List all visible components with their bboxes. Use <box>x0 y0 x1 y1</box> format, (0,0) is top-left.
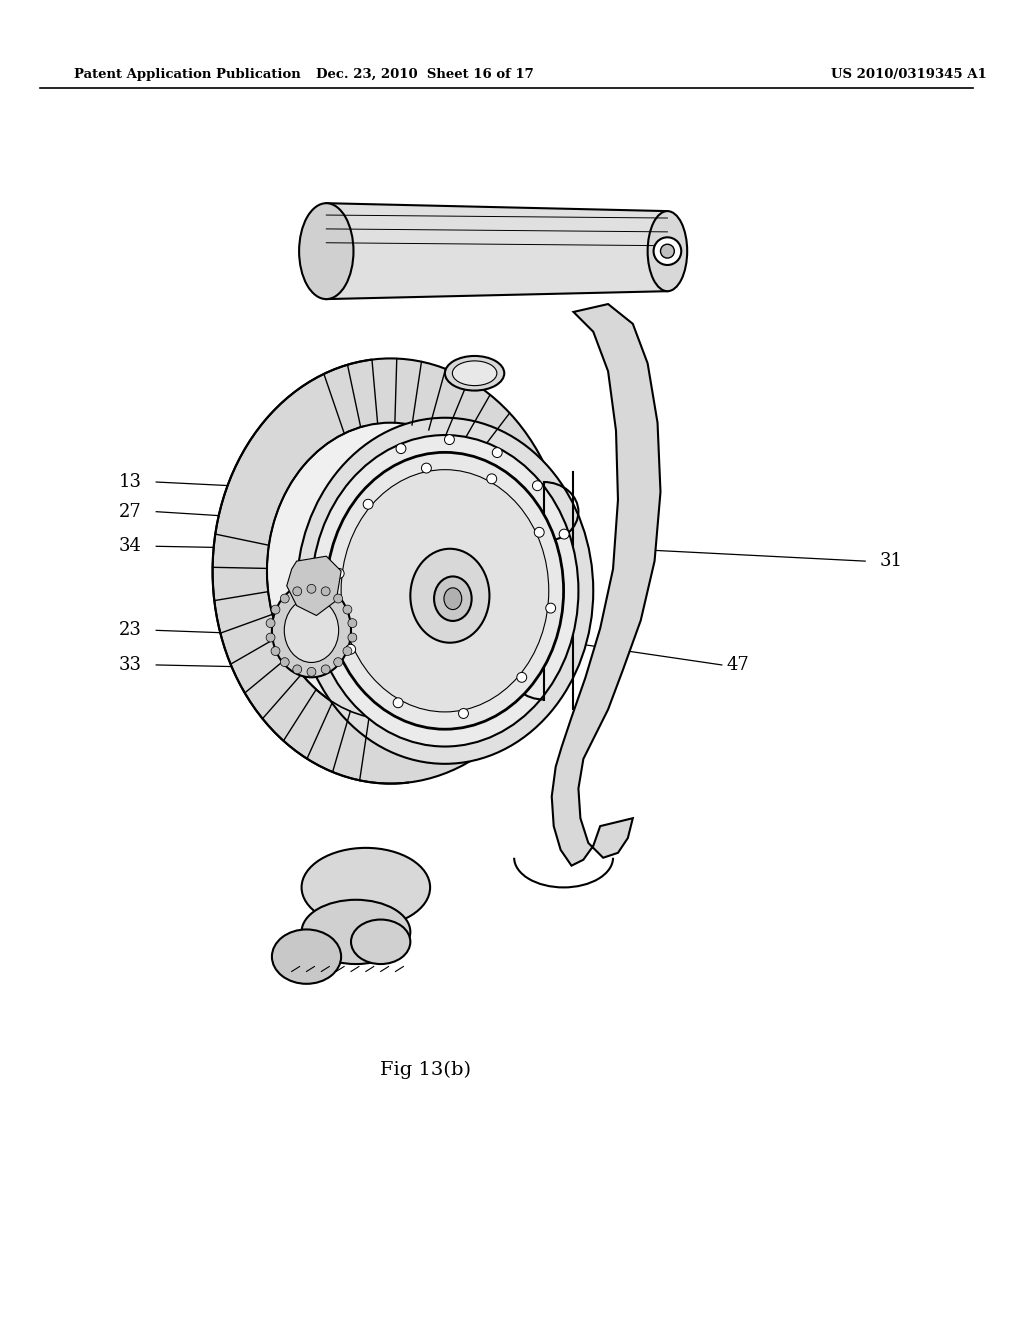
Text: 23: 23 <box>119 622 141 639</box>
Text: 27: 27 <box>119 503 141 520</box>
Circle shape <box>535 528 544 537</box>
Circle shape <box>546 603 556 612</box>
Circle shape <box>660 244 675 259</box>
Ellipse shape <box>453 360 497 385</box>
Ellipse shape <box>213 359 568 784</box>
Circle shape <box>559 529 569 539</box>
Circle shape <box>653 238 681 265</box>
Circle shape <box>334 657 343 667</box>
Circle shape <box>346 644 355 655</box>
Ellipse shape <box>647 211 687 292</box>
Ellipse shape <box>411 549 489 643</box>
Circle shape <box>444 434 455 445</box>
Circle shape <box>293 665 302 673</box>
Polygon shape <box>287 556 341 615</box>
Ellipse shape <box>297 417 593 764</box>
Circle shape <box>322 587 330 595</box>
Circle shape <box>459 709 468 718</box>
Circle shape <box>486 474 497 483</box>
Circle shape <box>307 668 316 676</box>
Ellipse shape <box>311 436 579 747</box>
Ellipse shape <box>445 356 504 391</box>
Ellipse shape <box>302 847 430 927</box>
Ellipse shape <box>267 422 514 719</box>
Circle shape <box>532 480 543 491</box>
Circle shape <box>343 605 352 614</box>
Ellipse shape <box>272 929 341 983</box>
Ellipse shape <box>434 577 472 620</box>
Circle shape <box>364 499 373 510</box>
Text: Fig 13(b): Fig 13(b) <box>380 1061 471 1080</box>
Circle shape <box>334 569 344 578</box>
Circle shape <box>281 594 289 603</box>
Circle shape <box>348 619 356 627</box>
Circle shape <box>271 647 280 656</box>
Text: 34: 34 <box>119 537 141 556</box>
Circle shape <box>396 444 406 454</box>
Text: US 2010/0319345 A1: US 2010/0319345 A1 <box>830 69 986 81</box>
Text: 33: 33 <box>119 656 141 675</box>
Circle shape <box>271 605 280 614</box>
Text: Dec. 23, 2010  Sheet 16 of 17: Dec. 23, 2010 Sheet 16 of 17 <box>316 69 535 81</box>
Circle shape <box>334 594 343 603</box>
Text: 47: 47 <box>727 656 750 675</box>
Circle shape <box>422 463 431 473</box>
Circle shape <box>281 657 289 667</box>
Polygon shape <box>552 304 660 866</box>
Ellipse shape <box>299 203 353 300</box>
Circle shape <box>343 647 352 656</box>
Text: 31: 31 <box>880 552 903 570</box>
Ellipse shape <box>327 453 563 729</box>
Circle shape <box>493 447 502 458</box>
Circle shape <box>517 672 526 682</box>
Ellipse shape <box>341 470 549 711</box>
Circle shape <box>393 698 403 708</box>
Ellipse shape <box>285 598 339 663</box>
Circle shape <box>322 665 330 673</box>
Circle shape <box>307 585 316 593</box>
Text: Patent Application Publication: Patent Application Publication <box>74 69 301 81</box>
Circle shape <box>266 634 275 642</box>
Ellipse shape <box>444 587 462 610</box>
Polygon shape <box>327 203 668 300</box>
Circle shape <box>293 587 302 595</box>
Ellipse shape <box>351 920 411 964</box>
Text: 13: 13 <box>119 473 141 491</box>
Ellipse shape <box>272 583 351 677</box>
Circle shape <box>266 619 275 627</box>
Circle shape <box>348 634 356 642</box>
Ellipse shape <box>302 900 411 964</box>
